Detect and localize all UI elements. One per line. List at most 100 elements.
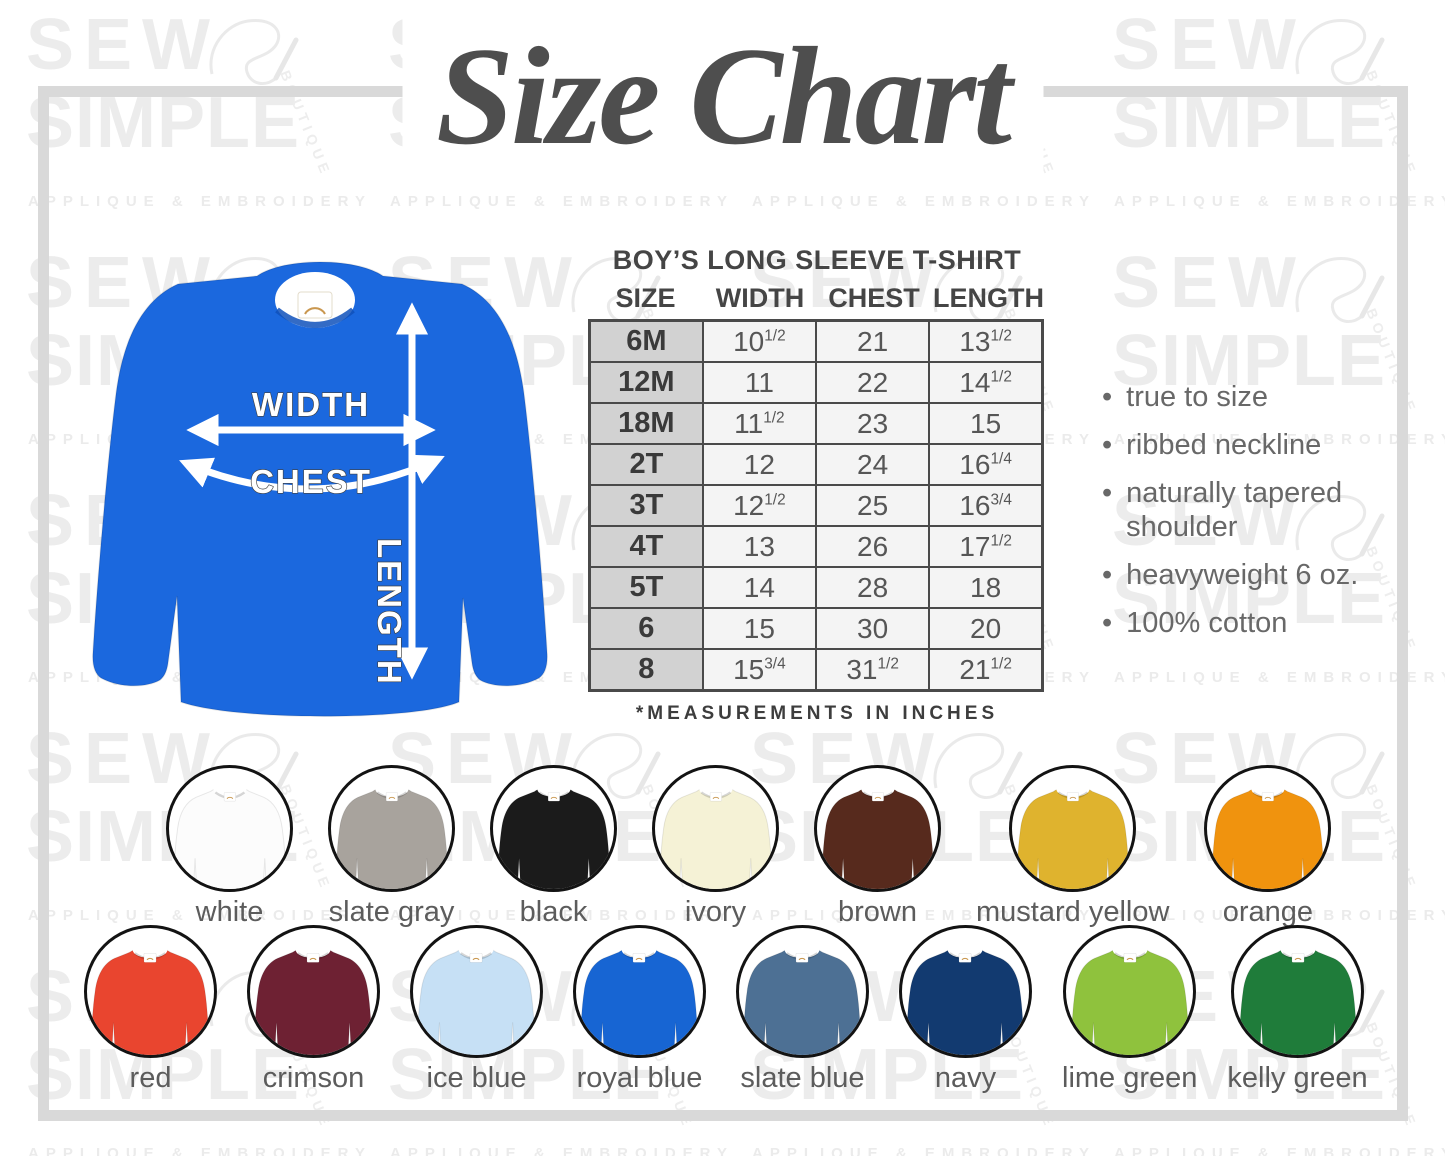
watermark-tagline: APPLIQUE & EMBROIDERY [1114,431,1445,448]
shirt-icon [173,782,286,889]
width-cell: 111/2 [701,402,818,445]
shirt-measurement-diagram: WIDTH CHEST LENGTH [70,258,570,736]
watermark-word-sew: SEW [1112,481,1307,561]
swatch-label: mustard yellow [976,896,1170,928]
watermark-word-sew: SEW [750,243,945,323]
size-table-row: 4T 13 26 171/2 [588,525,1044,568]
shirt-icon [1211,782,1324,889]
swatch-label: brown [838,896,917,928]
shirt-icon [1070,942,1189,1055]
shirt-icon [743,942,862,1055]
size-cell: 6M [588,319,704,363]
watermark-tagline: APPLIQUE & EMBROIDERY [390,907,734,924]
table-column-headers: SIZE WIDTH CHEST LENGTH [588,283,1046,314]
shirt-icon [91,942,210,1055]
length-cell: 15 [928,402,1044,445]
size-table-block: BOY’S LONG SLEEVE T-SHIRT SIZE WIDTH CHE… [588,245,1046,725]
chest-label: CHEST [250,463,372,500]
watermark-word-sew: SEW [1112,243,1307,323]
needle-thread-icon [571,257,661,323]
feature-list: • true to size • ribbed neckline • natur… [1102,381,1404,655]
size-table-row: 8 153/4 311/2 211/2 [588,648,1044,692]
swatch-circle [652,765,779,892]
collar-band [275,307,355,328]
length-cell: 211/2 [928,648,1044,692]
width-cell: 153/4 [701,648,818,692]
feature-text: heavyweight 6 oz. [1126,558,1359,591]
swatch-label: orange [1222,896,1314,928]
size-table: 6M 101/2 21 131/2 12M 11 22 141/2 18M 11… [588,319,1044,692]
feature-item: • true to size [1102,381,1404,415]
size-cell: 5T [588,566,704,609]
bullet-icon: • [1102,428,1113,461]
watermark-word-simple: SIMPLE [1112,321,1387,401]
swatch-label: kelly green [1227,1062,1368,1094]
col-header-size: SIZE [615,283,676,313]
swatch-label: red [129,1062,172,1094]
table-footnote: *MEASUREMENTS IN INCHES [635,703,999,724]
watermark-tagline: APPLIQUE & EMBROIDERY [390,193,734,210]
chest-cell: 21 [814,319,931,363]
shirt-icon [659,782,772,889]
watermark-tagline: APPLIQUE & EMBROIDERY [28,193,372,210]
bullet-icon: • [1102,606,1113,639]
width-cell: 14 [701,566,818,609]
watermark-tile: SEW SIMPLE BOUTIQUE APPLIQUE & EMBROIDER… [1112,243,1445,486]
bullet-icon: • [1102,558,1113,591]
color-swatch: slate blue [736,925,869,1095]
feature-text: 100% cotton [1126,606,1288,639]
feature-text: true to size [1126,381,1268,413]
watermark-word-sew: SEW [1112,5,1307,85]
color-swatch: white [166,765,293,929]
swatch-label: royal blue [576,1062,703,1094]
width-cell: 11 [701,361,818,404]
bullet-icon: • [1102,381,1113,413]
bullet-icon: • [1102,476,1113,509]
swatch-row-2: red crimson ice blue [84,925,1368,1095]
size-table-row: 6M 101/2 21 131/2 [588,319,1044,363]
swatch-label: white [195,896,264,928]
width-cell: 101/2 [701,319,818,363]
watermark-tagline: APPLIQUE & EMBROIDERY [752,193,1096,210]
swatch-circle [166,765,293,892]
color-swatch: brown [814,765,941,929]
chest-cell: 22 [814,361,931,404]
size-table-row: 18M 111/2 23 15 [588,402,1044,445]
swatch-circle [490,765,617,892]
needle-thread-icon [1295,19,1385,85]
needle-thread-icon [571,733,661,799]
chest-cell: 28 [814,566,931,609]
color-swatch: royal blue [573,925,706,1095]
watermark-tagline: APPLIQUE & EMBROIDERY [752,1145,1096,1156]
color-swatch: navy [899,925,1032,1095]
swatch-label: slate gray [328,896,455,928]
shirt-icon [906,942,1025,1055]
length-cell: 18 [928,566,1044,609]
watermark-tile: SEW SIMPLE BOUTIQUE APPLIQUE & EMBROIDER… [1112,481,1445,724]
swatch-label: slate blue [740,1062,865,1094]
width-cell: 121/2 [701,484,818,527]
watermark-tile: SEW SIMPLE BOUTIQUE APPLIQUE & EMBROIDER… [1112,5,1445,248]
watermark-tagline: APPLIQUE & EMBROIDERY [28,1145,372,1156]
feature-item: • ribbed neckline [1102,429,1404,463]
table-title: BOY’S LONG SLEEVE T-SHIRT [612,245,1022,275]
col-header-length: LENGTH [933,283,1044,313]
neck-tag [297,291,333,319]
color-swatch: black [490,765,617,929]
watermark-tagline: APPLIQUE & EMBROIDERY [28,907,372,924]
swatch-label: black [519,896,588,928]
watermark-tagline: APPLIQUE & EMBROIDERY [1114,669,1445,686]
feature-text: naturally tapered shoulder [1126,476,1343,543]
length-cell: 20 [928,607,1044,650]
swatch-circle [1231,925,1365,1058]
width-cell: 13 [701,525,818,568]
swatch-circle [247,925,380,1058]
swatch-label: navy [934,1062,997,1094]
width-cell: 15 [701,607,818,650]
size-table-row: 3T 121/2 25 163/4 [588,484,1044,527]
page-title: Size Chart [402,0,1043,194]
size-cell: 4T [588,525,704,568]
swatch-circle [1063,925,1197,1058]
color-swatch: mustard yellow [976,765,1169,929]
watermark-tagline: APPLIQUE & EMBROIDERY [390,1145,734,1156]
